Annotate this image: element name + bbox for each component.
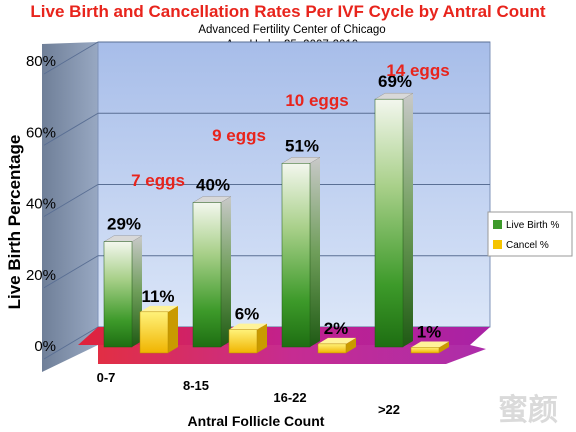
y-tick-label: 80%: [26, 53, 56, 70]
y-tick-label: 40%: [26, 196, 56, 213]
bar-cancel-top: [411, 341, 449, 348]
bar-cancel-side: [257, 323, 267, 353]
annotation-eggs: 14 eggs: [386, 61, 449, 80]
bar-cancel: [228, 329, 258, 354]
chart-floor: [98, 344, 486, 364]
annotation-eggs: 9 eggs: [212, 126, 266, 145]
y-axis-label: Live Birth Percentage: [5, 135, 24, 310]
bar-live-birth: [374, 98, 404, 348]
data-label-cancel: 11%: [141, 287, 174, 306]
legend-swatch-cancel: [493, 240, 502, 249]
bar-live-birth: [103, 241, 133, 348]
plot-area: 0% 20% 40% 60% 80% 29% 11% 0-7 7 eggs 40% 6% 8-15 9 …: [26, 41, 491, 417]
legend: Live Birth % Cancel %: [487, 211, 573, 257]
data-label-cancel: 6%: [235, 305, 260, 324]
bar-live-birth-side: [310, 157, 320, 347]
data-label-live-birth: 69%: [378, 72, 412, 91]
bar-live-birth-side: [221, 196, 231, 347]
gridline-side: [43, 184, 99, 217]
y-tick-label: 60%: [26, 124, 56, 141]
legend-label-cancel: Cancel %: [506, 240, 549, 251]
data-label-cancel: 2%: [324, 319, 349, 338]
bar-live-birth: [281, 163, 311, 348]
bar-cancel-top: [140, 305, 178, 312]
annotation-eggs: 10 eggs: [285, 91, 348, 110]
data-label-cancel: 1%: [417, 322, 442, 341]
x-tick-label: 8-15: [183, 378, 209, 393]
bar-cancel-top: [318, 337, 356, 344]
data-label-live-birth: 51%: [285, 136, 319, 155]
annotation-eggs: 7 eggs: [131, 171, 185, 190]
bar-cancel-side: [346, 337, 356, 353]
bar-live-birth-side: [403, 93, 413, 347]
bar-cancel-side: [439, 341, 449, 353]
bar-cancel: [139, 311, 169, 354]
gridline-side: [43, 112, 99, 146]
y-tick-label: 0%: [34, 338, 56, 355]
x-tick-label: 0-7: [97, 370, 116, 385]
data-label-live-birth: 40%: [196, 176, 230, 195]
bar-live-birth-side: [132, 235, 142, 347]
chart-title: Live Birth and Cancellation Rates Per IV…: [30, 2, 545, 21]
x-axis-label: Antral Follicle Count: [188, 413, 325, 429]
bar-cancel: [317, 343, 347, 354]
bar-cancel: [410, 347, 440, 354]
gridline-side: [43, 41, 99, 75]
bar-cancel-side: [168, 305, 178, 353]
y-tick-label: 20%: [26, 267, 56, 284]
legend-swatch-live-birth: [493, 220, 502, 229]
chart-side-wall: [42, 42, 98, 372]
chart-subtitle-line-1: Advanced Fertility Center of Chicago: [198, 24, 385, 36]
legend-label-live-birth: Live Birth %: [506, 220, 559, 231]
bar-cancel-top: [229, 323, 267, 330]
gridline-side: [43, 255, 99, 289]
data-label-live-birth: 29%: [107, 215, 141, 234]
watermark: 蜜颜: [498, 393, 558, 428]
bar-live-birth: [192, 202, 222, 348]
x-tick-label: >22: [378, 402, 400, 417]
gridline-side: [43, 326, 99, 360]
x-tick-label: 16-22: [273, 390, 306, 405]
